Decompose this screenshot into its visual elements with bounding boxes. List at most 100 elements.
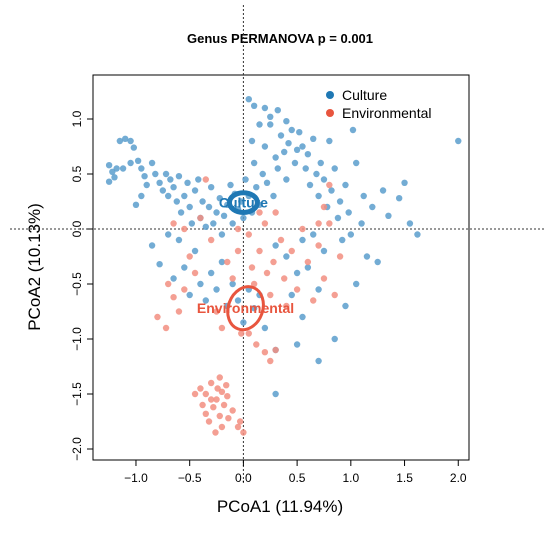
environmental-point: [272, 209, 279, 216]
environmental-point: [238, 330, 245, 337]
culture-point: [177, 209, 185, 216]
culture-point: [186, 203, 193, 211]
culture-point: [119, 165, 127, 172]
culture-point: [148, 242, 156, 249]
y-tick-label: −2.0: [70, 437, 84, 461]
culture-point: [216, 195, 223, 202]
culture-point: [159, 187, 167, 194]
culture-point: [184, 179, 191, 186]
legend-label-environmental: Environmental: [342, 105, 432, 121]
environmental-point: [210, 404, 217, 411]
environmental-point: [315, 220, 322, 227]
environmental-point: [212, 429, 219, 436]
environmental-point: [245, 330, 252, 337]
x-axis: −1.0 −0.5 0.0 0.5 1.0 1.5 2.0: [124, 460, 467, 485]
x-tick-label: 0.5: [289, 471, 306, 485]
culture-point: [283, 118, 290, 125]
environmental-point: [224, 258, 231, 266]
y-axis-label: PCoA2 (10.13%): [25, 203, 44, 331]
environmental-point: [277, 236, 285, 244]
culture-point: [202, 223, 209, 230]
environmental-point: [207, 396, 215, 403]
environmental-point: [207, 379, 215, 387]
culture-point: [138, 192, 145, 200]
culture-point: [229, 280, 236, 288]
environmental-point: [240, 429, 247, 436]
culture-point: [369, 203, 376, 211]
y-tick-label: −1.0: [70, 327, 84, 351]
culture-point: [379, 187, 387, 194]
environmental-point: [267, 291, 274, 299]
culture-point: [256, 121, 263, 128]
culture-point: [320, 176, 328, 183]
culture-point: [313, 170, 320, 178]
culture-point: [210, 220, 217, 227]
environmental-point: [202, 410, 209, 417]
y-tick-label: 0.0: [70, 220, 84, 237]
culture-point: [152, 170, 159, 178]
culture-point: [207, 184, 215, 191]
culture-point: [296, 129, 303, 136]
culture-point: [347, 231, 355, 238]
culture-point: [261, 324, 269, 332]
culture-point: [414, 231, 421, 238]
culture-point: [288, 126, 295, 134]
culture-point: [360, 192, 367, 200]
environmental-point: [270, 258, 277, 266]
plot-frame: [92, 74, 470, 461]
culture-point: [245, 96, 252, 103]
environmental-point: [229, 275, 236, 282]
environmental-point: [250, 280, 258, 288]
culture-point: [331, 335, 338, 343]
environmental-point: [234, 423, 242, 431]
environmental-point: [224, 393, 231, 400]
culture-point: [175, 236, 183, 244]
culture-point: [293, 269, 301, 277]
environmental-point: [220, 401, 228, 409]
culture-point: [218, 258, 226, 266]
y-tick-label: −1.5: [70, 382, 84, 406]
culture-point: [328, 187, 335, 194]
culture-point: [288, 291, 295, 299]
culture-point: [165, 231, 172, 238]
culture-point: [315, 192, 322, 200]
legend-marker-environmental: [326, 109, 334, 117]
culture-point: [191, 247, 199, 255]
culture-point: [270, 192, 277, 200]
culture-point: [170, 275, 177, 282]
x-axis-label: PCoA1 (11.94%): [217, 497, 343, 516]
culture-ellipse: [226, 190, 260, 216]
culture-point: [238, 198, 245, 205]
culture-point: [130, 144, 138, 151]
environmental-point: [199, 401, 206, 409]
culture-point: [156, 261, 163, 268]
environmental-point: [165, 280, 172, 288]
culture-point: [272, 154, 279, 161]
environmental-point: [336, 253, 344, 260]
environmental-point: [245, 231, 252, 238]
environmental-point: [207, 236, 215, 244]
environmental-point: [234, 247, 242, 255]
culture-point: [218, 231, 226, 238]
environmental-point: [186, 253, 193, 260]
culture-point: [293, 146, 301, 153]
culture-point: [175, 173, 183, 180]
environmental-point: [213, 308, 220, 315]
culture-point: [173, 198, 180, 205]
culture-point: [141, 173, 148, 180]
culture-point: [207, 269, 215, 277]
culture-point: [299, 313, 306, 321]
culture-point: [326, 137, 333, 145]
culture-point: [202, 297, 209, 304]
culture-point: [213, 286, 220, 293]
culture-point: [293, 341, 301, 348]
environmental-centroid-label: Environmental: [197, 300, 294, 316]
environmental-point: [320, 203, 328, 211]
x-tick-label: 2.0: [450, 471, 467, 485]
environmental-point: [162, 324, 170, 332]
environmental-point: [304, 258, 312, 266]
culture-point: [113, 165, 120, 172]
culture-point: [310, 231, 317, 238]
x-tick-label: −1.0: [124, 471, 148, 485]
